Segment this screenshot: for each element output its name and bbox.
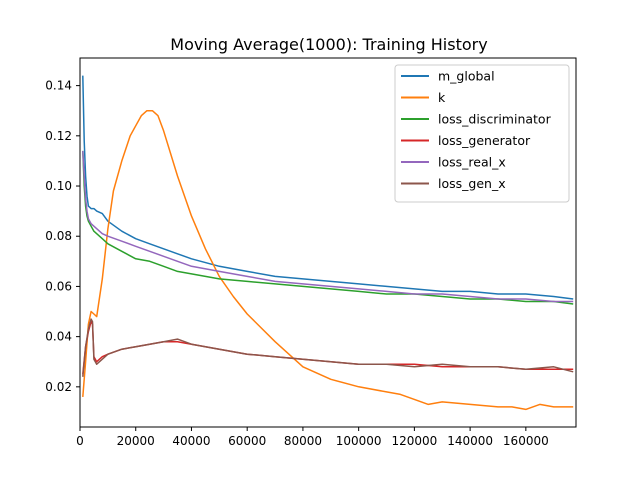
- x-tick-label: 120000: [391, 434, 437, 448]
- series-line-k: [82, 109, 574, 411]
- legend-label: m_global: [438, 69, 495, 84]
- chart-title: Moving Average(1000): Training History: [170, 35, 487, 54]
- y-tick-label: 0.08: [45, 229, 72, 243]
- x-axis: 0 20000 40000 60000 80000 100000 120000 140000 1…: [76, 427, 549, 448]
- y-tick-label: 0.14: [45, 79, 72, 93]
- legend-label: loss_gen_x: [438, 176, 506, 191]
- legend-label: loss_discriminator: [438, 112, 552, 127]
- y-tick-label: 0.10: [45, 179, 72, 193]
- series-line-loss-gen-x: [82, 318, 574, 377]
- legend-box: [394, 64, 570, 203]
- x-tick-label: 20000: [117, 434, 155, 448]
- x-tick-label: 0: [76, 434, 84, 448]
- legend-label: loss_real_x: [438, 155, 506, 170]
- series-line-loss-discriminator: [82, 150, 574, 305]
- x-tick-label: 160000: [503, 434, 549, 448]
- x-tick-label: 60000: [228, 434, 266, 448]
- plot-frame: [79, 57, 577, 428]
- x-tick-label: 100000: [336, 434, 382, 448]
- series-line-m-global: [82, 75, 574, 300]
- y-tick-label: 0.02: [45, 380, 72, 394]
- y-tick-label: 0.04: [45, 330, 72, 344]
- y-tick-label: 0.12: [45, 129, 72, 143]
- series-layer: [82, 75, 574, 411]
- legend-label: loss_generator: [438, 133, 531, 148]
- x-tick-label: 40000: [172, 434, 210, 448]
- legend-label: k: [438, 90, 446, 105]
- series-line-loss-real-x: [82, 150, 574, 303]
- y-axis: 0.02 0.04 0.06 0.08 0.10 0.12 0.14: [45, 79, 80, 394]
- y-tick-label: 0.06: [45, 279, 72, 293]
- x-tick-label: 80000: [284, 434, 322, 448]
- x-tick-label: 140000: [447, 434, 493, 448]
